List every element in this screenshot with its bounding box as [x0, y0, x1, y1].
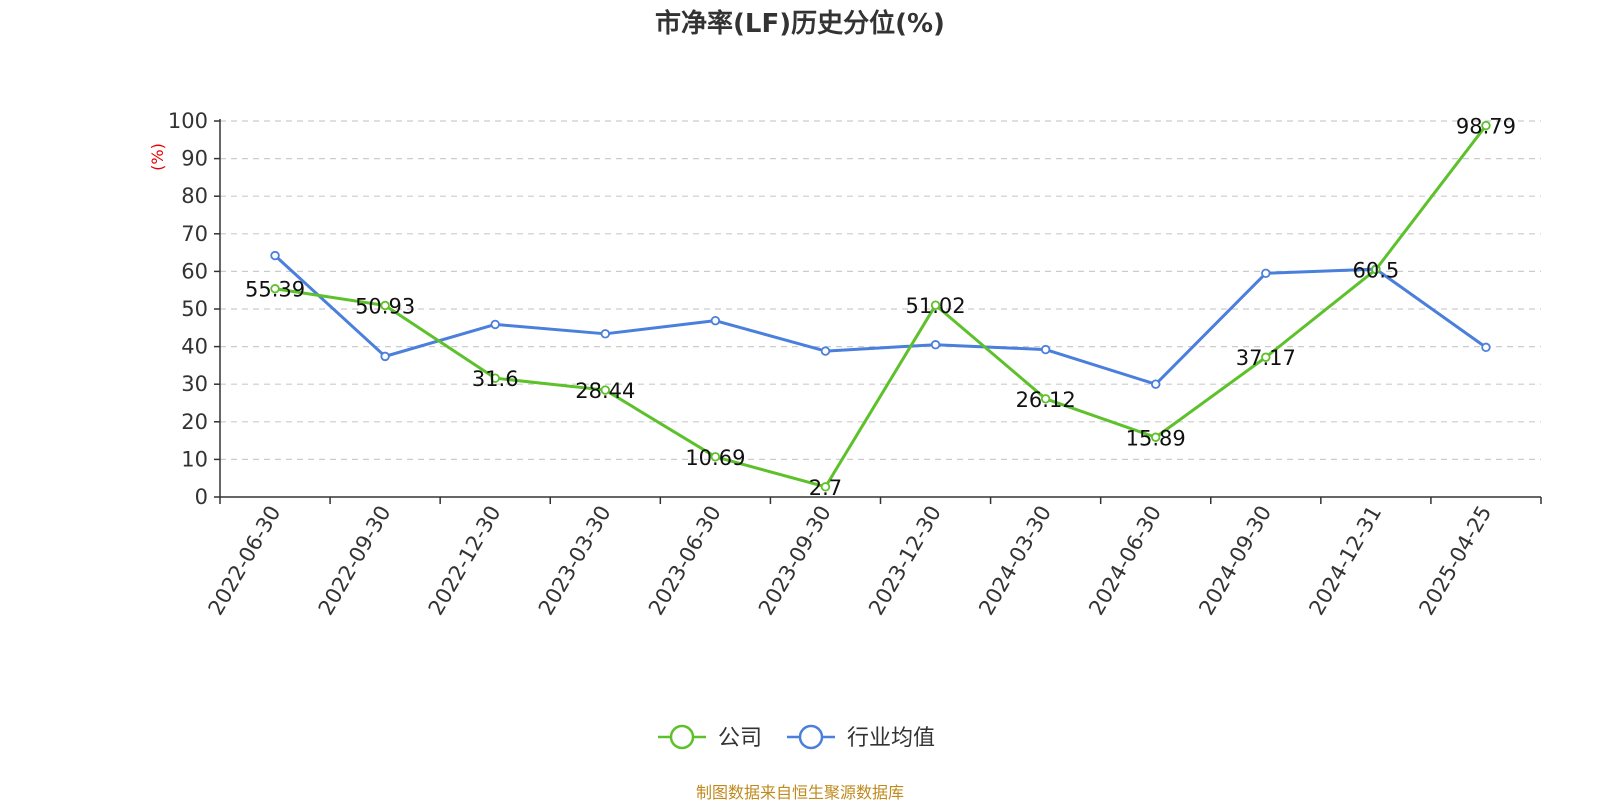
data-label: 50.93 — [355, 295, 415, 319]
data-point — [490, 373, 500, 383]
data-point — [930, 340, 941, 350]
data-point — [1151, 432, 1161, 442]
grid-lines — [220, 120, 1541, 460]
data-point — [1261, 268, 1271, 278]
source-note: 制图数据来自恒生聚源数据库 — [696, 783, 904, 800]
data-point — [600, 385, 610, 395]
x-tick-label: 2023-09-30 — [754, 502, 836, 620]
chart-title: 市净率(LF)历史分位(%) — [655, 8, 945, 39]
data-point — [710, 315, 721, 326]
x-tick-label: 2024-03-30 — [974, 502, 1056, 620]
data-label: 28.44 — [575, 379, 635, 403]
y-tick-label: 10 — [181, 447, 208, 471]
data-label: 60.5 — [1352, 259, 1399, 283]
data-point — [1151, 379, 1161, 389]
axes: 0 10 20 30 40 50 60 70 80 90 100 2022-06-30 2022-09-… — [168, 109, 1542, 620]
data-label: 15.89 — [1126, 426, 1186, 450]
data-point — [710, 452, 721, 462]
series-line-industry-average — [274, 254, 1487, 386]
data-point — [490, 319, 500, 330]
series-line-company — [274, 124, 1488, 489]
legend-marker — [669, 724, 695, 750]
y-tick-label: 90 — [181, 147, 208, 171]
y-tick-label: 50 — [181, 297, 208, 321]
data-label: 2.7 — [809, 476, 842, 500]
data-label: 26.12 — [1016, 388, 1076, 412]
x-tick-label: 2022-06-30 — [204, 502, 286, 620]
y-tick-label: 60 — [181, 259, 208, 283]
data-point — [930, 300, 941, 310]
y-axis-unit-label: (%) — [148, 143, 167, 171]
data-point — [1040, 394, 1051, 404]
x-tick-label: 2024-06-30 — [1084, 502, 1166, 620]
legend-label: 行业均值 — [847, 726, 935, 751]
x-tick-label: 2024-12-31 — [1304, 502, 1386, 620]
y-tick-label: 80 — [181, 184, 208, 208]
data-point — [380, 351, 390, 362]
data-point — [1040, 344, 1051, 355]
data-point — [1371, 264, 1381, 275]
data-label: 31.6 — [472, 367, 519, 391]
data-point — [1481, 120, 1491, 131]
legend-label: 公司 — [718, 726, 762, 751]
y-tick-label: 40 — [181, 335, 208, 359]
y-tick-label: 20 — [181, 410, 208, 434]
x-tick-label: 2022-12-30 — [424, 502, 506, 620]
data-point — [600, 329, 610, 339]
data-point — [1261, 352, 1271, 362]
data-point — [1481, 342, 1491, 353]
legend: 公司 行业均值 — [658, 724, 935, 751]
y-tick-label: 0 — [195, 485, 208, 509]
data-point — [380, 300, 390, 311]
data-label: 37.17 — [1236, 346, 1296, 370]
data-label: 98.79 — [1456, 115, 1516, 139]
x-tick-label: 2022-09-30 — [314, 502, 396, 620]
data-point — [270, 250, 280, 261]
x-tick-label: 2023-12-30 — [864, 502, 946, 620]
x-tick-label: 2023-06-30 — [644, 502, 726, 620]
x-tick-label: 2023-03-30 — [534, 502, 616, 620]
data-label: 10.69 — [685, 446, 745, 470]
y-tick-label: 100 — [168, 109, 208, 133]
data-labels: 55.39 50.93 31.6 28.44 10.69 2.7 51.02 26.12 15.… — [245, 115, 1516, 500]
x-tick-label: 2025-04-25 — [1414, 502, 1496, 620]
data-point — [270, 284, 280, 294]
legend-marker — [798, 724, 824, 750]
y-tick-label: 30 — [181, 372, 208, 396]
data-label: 55.39 — [245, 278, 305, 302]
series-group — [270, 120, 1491, 492]
data-label: 51.02 — [905, 294, 965, 318]
y-tick-label: 70 — [181, 222, 208, 246]
data-point — [820, 482, 831, 492]
data-point — [820, 346, 831, 356]
x-tick-label: 2024-09-30 — [1194, 502, 1276, 620]
